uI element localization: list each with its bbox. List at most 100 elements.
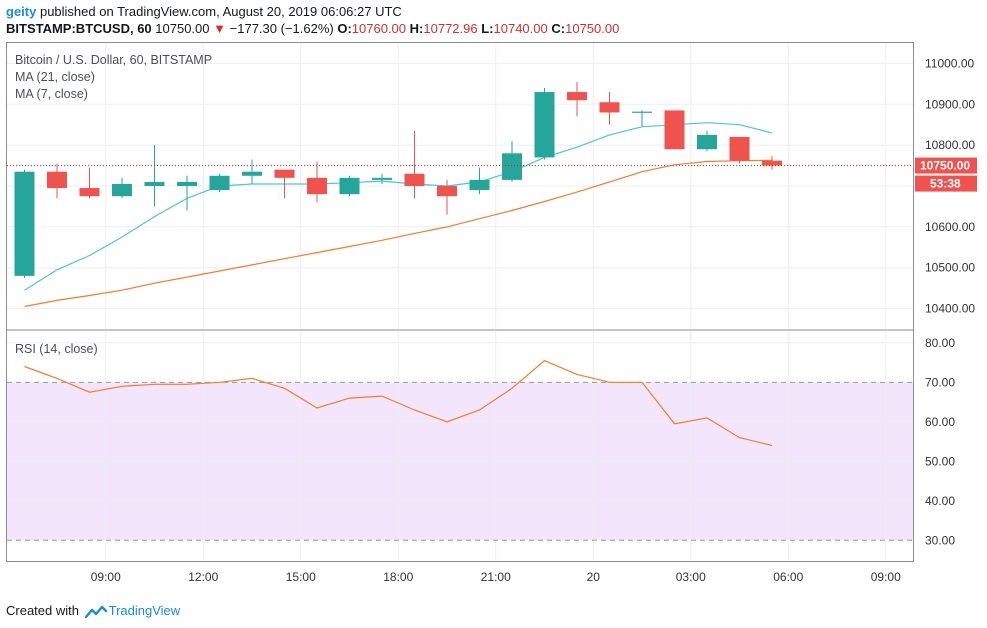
last-price-tag (915, 157, 977, 174)
x-tick-label: 18:00 (383, 570, 413, 584)
candle-body (697, 134, 717, 150)
candle-up (177, 175, 197, 211)
author-name[interactable]: geity (6, 4, 37, 19)
rsi-tick-label: 30.00 (925, 533, 955, 547)
created-with-text: Created with (6, 603, 79, 618)
candle-body (339, 177, 360, 195)
candle-body (242, 171, 262, 176)
candle-down (404, 130, 425, 199)
candle-up (697, 130, 717, 152)
rsi-legend[interactable]: RSI (14, close) (15, 342, 98, 356)
high-value: 10772.96 (423, 21, 478, 36)
candle-down (307, 161, 327, 203)
candle-down (664, 110, 685, 150)
candle-up (242, 159, 262, 184)
publish-line: geity published on TradingView.com, Augu… (6, 4, 402, 19)
candle-down (437, 179, 457, 215)
tradingview-brand[interactable]: TradingView (108, 603, 181, 618)
candle-up (14, 169, 35, 278)
candle-body (729, 136, 750, 161)
candle-body (79, 188, 100, 197)
ma21-legend[interactable]: MA (21, close) (15, 70, 95, 84)
rsi-line (24, 359, 773, 447)
ohlc-line: BITSTAMP:BTCUSD, 60 10750.00 ▼ −177.30 (… (6, 21, 619, 36)
rsi-tick-label: 70.00 (925, 375, 955, 389)
candle-up (209, 173, 230, 193)
candle-down (762, 156, 782, 170)
down-arrow-icon: ▼ (213, 21, 227, 36)
low-value: 10740.00 (493, 21, 548, 36)
last-price: 10750.00 (155, 21, 210, 36)
close-value: 10750.00 (565, 21, 620, 36)
rsi-tick-label: 50.00 (925, 454, 955, 468)
price-tick-label: 10400.00 (925, 302, 975, 316)
x-tick-label: 15:00 (286, 570, 316, 584)
candle-body (144, 181, 165, 186)
candle-down (567, 81, 587, 117)
candle-body (47, 171, 67, 189)
candle-down (47, 163, 67, 199)
candle-body (599, 102, 620, 113)
candle-body (14, 171, 35, 276)
x-tick-label: 03:00 (676, 570, 706, 584)
chart-title: Bitcoin / U.S. Dollar, 60, BITSTAMP (15, 53, 213, 67)
candle-body (372, 177, 392, 180)
last-price-label: 10750.00 (920, 159, 970, 173)
candle-down (599, 92, 620, 125)
candle-body (469, 179, 490, 191)
candle-up (372, 173, 392, 184)
candle-body (404, 173, 425, 186)
x-tick-label: 09:00 (871, 570, 901, 584)
candle-body (502, 153, 522, 180)
published-text: published on TradingView.com, August 20,… (39, 4, 402, 19)
rsi-tick-label: 80.00 (925, 336, 955, 350)
footer: Created with TradingView (6, 603, 180, 619)
candle-down (274, 169, 295, 199)
high-label: H: (409, 21, 424, 36)
low-label: L: (481, 21, 494, 36)
price-tick-label: 10500.00 (925, 261, 975, 275)
ma21-line (24, 159, 773, 308)
price-change: −177.30 (−1.62%) (229, 21, 334, 36)
countdown-label: 53:38 (930, 177, 961, 191)
chart-frame[interactable] (6, 42, 914, 562)
candle-down (729, 136, 750, 164)
symbol-label: BITSTAMP:BTCUSD, 60 (6, 21, 152, 36)
open-label: O: (337, 21, 352, 36)
candle-body (437, 186, 457, 197)
tradingview-logo-icon (84, 605, 107, 618)
countdown-tag (915, 175, 977, 192)
ma7-line (24, 122, 773, 291)
candle-body (307, 177, 327, 195)
candle-up (469, 167, 490, 195)
candle-up (112, 177, 132, 199)
rsi-tick-label: 40.00 (925, 494, 955, 508)
x-tick-label: 06:00 (773, 570, 803, 584)
candle-body (762, 160, 782, 166)
candle-body (209, 175, 230, 191)
candle-up (144, 145, 165, 207)
candle-up (632, 110, 652, 127)
price-tick-label: 10800.00 (925, 138, 975, 152)
ma7-legend[interactable]: MA (7, close) (15, 87, 88, 101)
x-tick-label: 12:00 (188, 570, 218, 584)
candle-body (274, 169, 295, 178)
price-tick-label: 10600.00 (925, 220, 975, 234)
price-tick-label: 11000.00 (925, 56, 974, 70)
x-tick-label: 09:00 (91, 570, 121, 584)
close-label: C: (551, 21, 566, 36)
candle-up (339, 175, 360, 197)
candle-body (567, 92, 587, 101)
candle-body (177, 181, 197, 186)
candle-up (502, 141, 522, 182)
candle-down (79, 167, 100, 199)
open-value: 10760.00 (351, 21, 407, 36)
candle-body (534, 92, 555, 158)
candle-body (632, 111, 652, 113)
candle-up (534, 87, 555, 160)
price-tick-label: 10900.00 (925, 97, 975, 111)
rsi-tick-label: 60.00 (925, 415, 955, 429)
x-tick-label: 20 (587, 570, 601, 584)
candle-body (664, 110, 685, 150)
